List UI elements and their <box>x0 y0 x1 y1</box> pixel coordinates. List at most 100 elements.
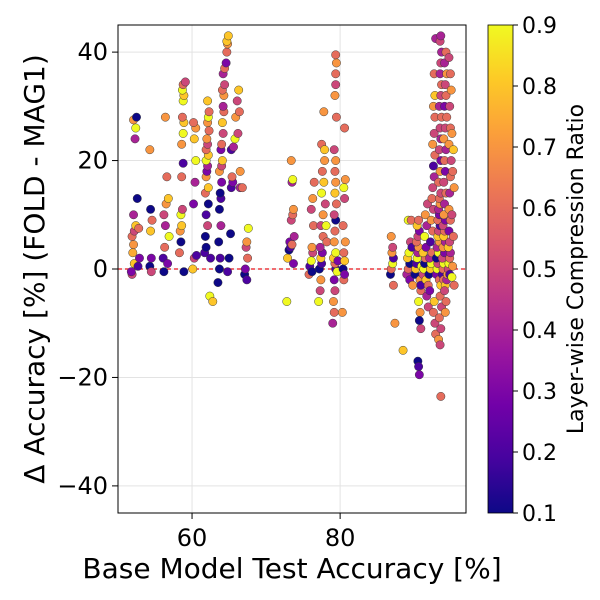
y-tick-label: 20 <box>77 147 108 175</box>
data-point <box>330 91 340 100</box>
data-point <box>444 53 454 62</box>
data-point <box>243 223 253 233</box>
data-point <box>414 215 424 225</box>
data-point <box>202 134 212 144</box>
data-point <box>436 391 446 401</box>
colorbar-tick-label: 0.5 <box>522 258 557 283</box>
data-point <box>439 134 449 144</box>
data-point <box>188 264 198 274</box>
data-point <box>420 210 430 220</box>
data-point <box>398 345 408 355</box>
data-point <box>203 199 213 209</box>
data-point <box>331 69 341 79</box>
data-point <box>440 80 450 90</box>
data-point <box>337 307 347 317</box>
data-point <box>132 112 141 122</box>
data-point <box>217 156 227 165</box>
data-point <box>163 259 173 269</box>
data-point <box>203 221 213 231</box>
data-point <box>206 253 215 263</box>
data-point <box>160 112 170 122</box>
data-point <box>177 139 187 149</box>
data-point <box>177 172 187 182</box>
data-point <box>318 210 328 220</box>
data-point <box>226 229 235 239</box>
data-point <box>448 261 458 271</box>
data-point <box>146 267 156 277</box>
data-point <box>440 307 450 317</box>
y-axis-label: Δ Accuracy [%] (FOLD - MAG1) <box>18 54 51 484</box>
data-point <box>203 96 213 106</box>
data-point <box>340 175 350 184</box>
data-point <box>223 31 233 41</box>
colorbar <box>487 24 514 514</box>
data-point <box>176 237 186 247</box>
data-point <box>331 248 341 258</box>
data-point <box>428 183 438 193</box>
data-point <box>428 307 438 317</box>
data-point <box>447 129 457 138</box>
data-point <box>436 31 446 41</box>
y-tick-label: 40 <box>77 38 108 66</box>
data-point <box>220 80 230 90</box>
data-point <box>426 237 435 247</box>
data-point <box>132 194 142 203</box>
data-point <box>339 248 349 258</box>
data-point <box>390 318 400 328</box>
data-point <box>414 316 424 325</box>
data-point <box>218 129 228 138</box>
colorbar-tick-label: 0.8 <box>522 75 557 100</box>
data-point <box>414 370 424 380</box>
data-point <box>146 253 156 263</box>
data-point <box>164 232 174 241</box>
data-point <box>146 226 156 236</box>
data-point <box>160 242 170 252</box>
data-point <box>441 297 451 306</box>
data-point <box>330 286 340 296</box>
data-point <box>242 237 252 247</box>
colorbar-tick-label: 0.1 <box>522 502 557 527</box>
data-point <box>190 177 200 187</box>
data-point <box>440 286 449 296</box>
data-point <box>329 307 339 317</box>
data-point <box>319 107 329 117</box>
data-point <box>282 297 292 306</box>
y-axis-ticks: −40 −20 0 20 40 <box>57 38 118 500</box>
data-point <box>289 232 299 241</box>
data-point <box>129 210 138 220</box>
data-point <box>235 166 245 176</box>
data-point <box>215 264 224 274</box>
data-point <box>330 166 340 176</box>
data-point <box>389 280 398 290</box>
data-point <box>319 177 329 187</box>
data-point <box>221 58 231 68</box>
data-point <box>439 177 449 187</box>
data-point <box>229 142 238 152</box>
data-point <box>340 269 349 279</box>
data-point <box>192 251 201 260</box>
data-point <box>332 199 341 209</box>
data-point <box>415 307 425 317</box>
data-point <box>133 261 143 271</box>
data-point <box>449 280 459 290</box>
colorbar-ticks: 0.1 0.2 0.3 0.4 0.5 0.6 0.7 0.8 0.9 <box>513 14 557 527</box>
data-point <box>340 123 349 133</box>
data-point <box>215 204 224 214</box>
data-point <box>340 237 350 247</box>
data-point <box>189 118 198 128</box>
data-point <box>134 223 144 233</box>
colorbar-label: Layer-wise Compression Ratio <box>564 104 589 434</box>
data-point <box>217 118 227 128</box>
data-point <box>429 129 439 138</box>
x-tick-label: 80 <box>325 524 356 552</box>
colorbar-tick-label: 0.3 <box>522 380 557 405</box>
data-point <box>191 156 201 165</box>
x-tick-label: 60 <box>177 524 208 552</box>
data-point <box>242 275 252 285</box>
data-point <box>216 221 226 231</box>
colorbar-tick-label: 0.9 <box>522 14 557 39</box>
data-point <box>436 324 446 334</box>
data-point <box>233 129 243 138</box>
colorbar-tick-label: 0.4 <box>522 319 557 344</box>
